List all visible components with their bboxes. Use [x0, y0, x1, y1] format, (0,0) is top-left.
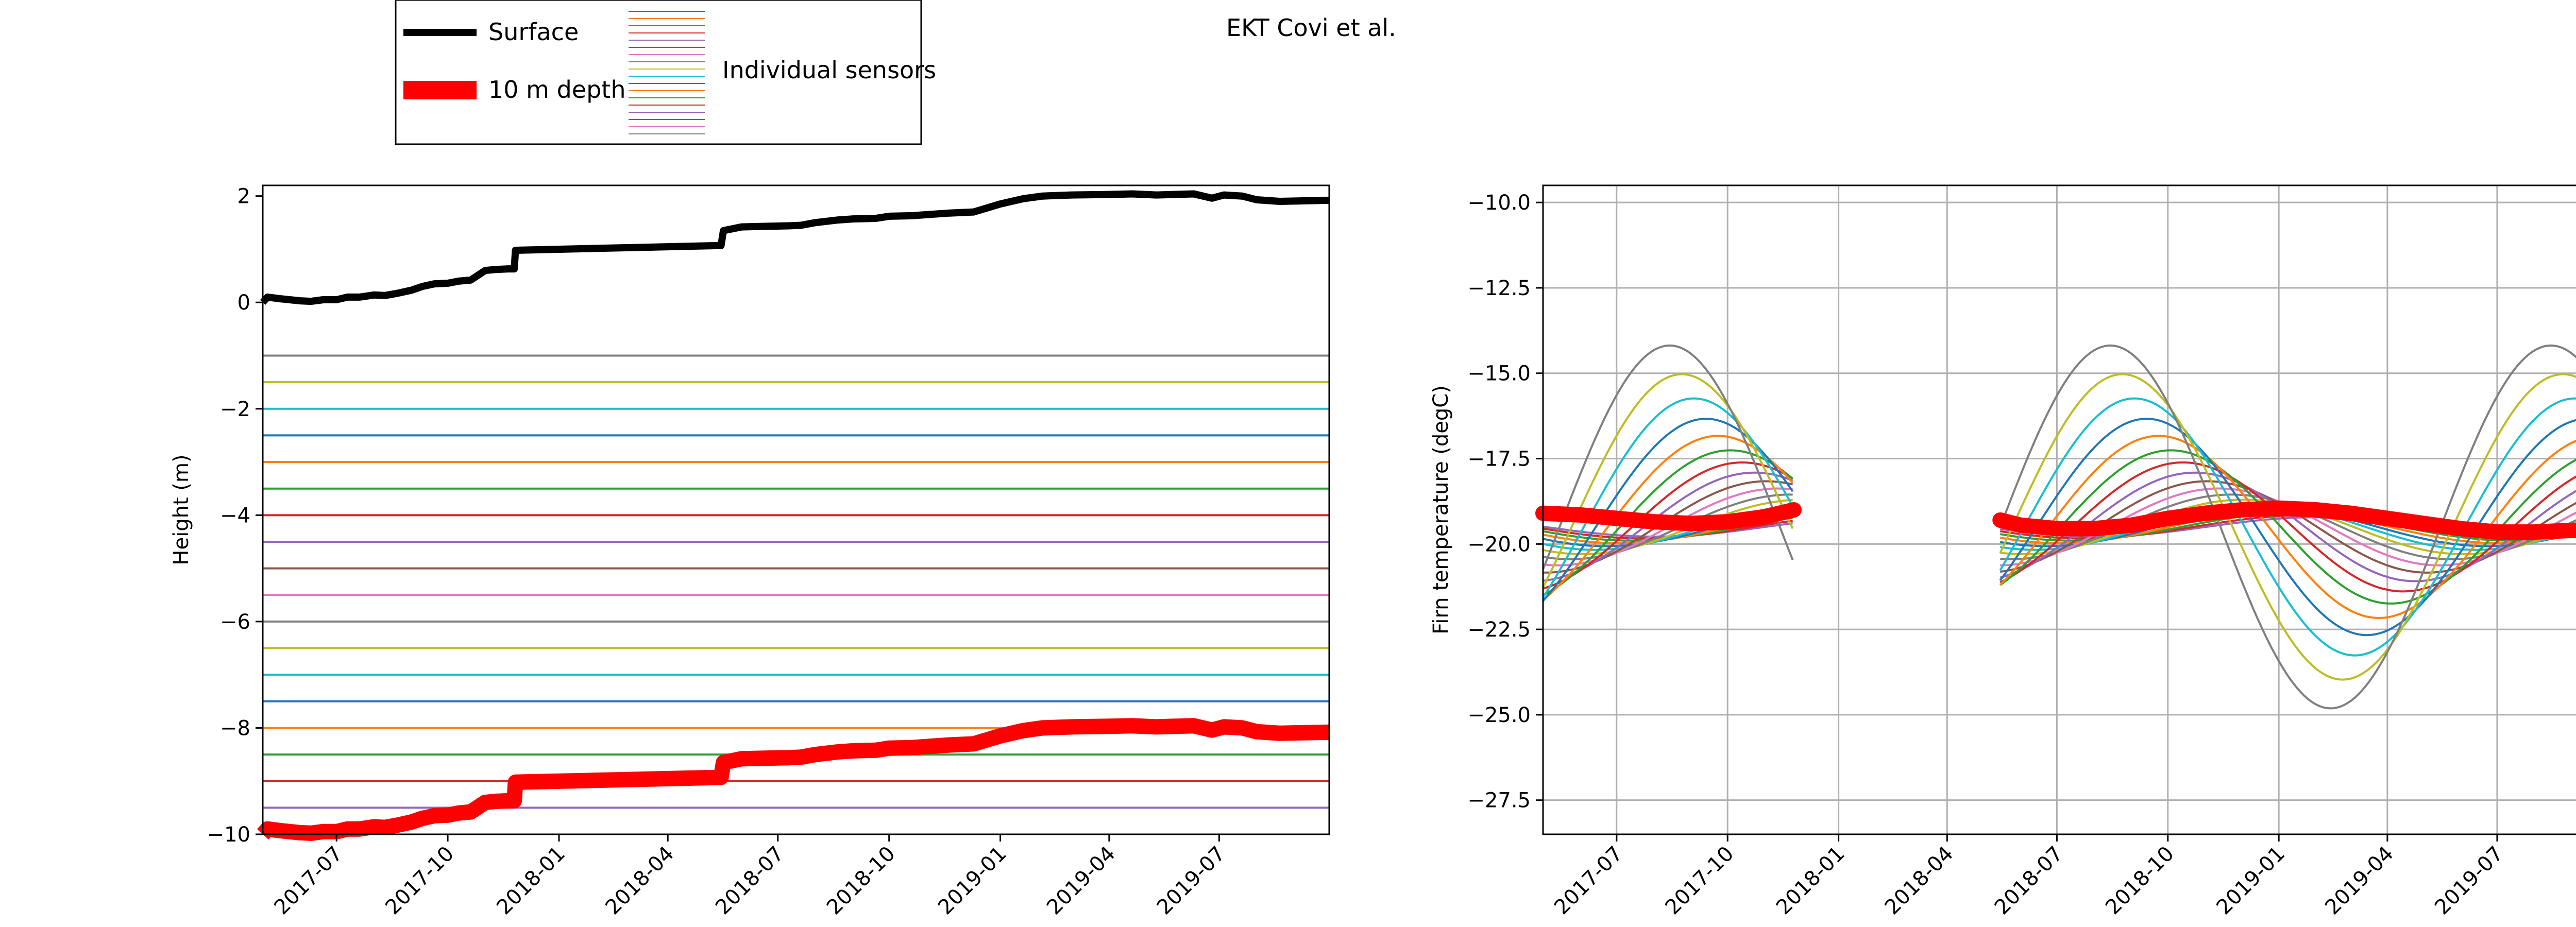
y-tick-label: −6: [220, 610, 250, 634]
legend-depth-label: 10 m depth: [488, 76, 625, 104]
height-chart-ylabel: Height (m): [170, 454, 193, 565]
legend-sensor-swatches: [629, 11, 705, 134]
y-tick-label: −10.0: [1467, 191, 1531, 215]
x-tick-label: 2018-04: [601, 842, 679, 920]
depth-10m-height-line: [257, 718, 1330, 841]
x-tick-label: 2019-07: [2430, 842, 2508, 920]
x-tick-label: 2019-04: [1042, 842, 1120, 920]
y-tick-label: −17.5: [1467, 448, 1531, 471]
legend-frame: [395, 0, 922, 145]
surface-height-line: [260, 190, 1330, 305]
x-tick-label: 2019-07: [1153, 842, 1230, 920]
temperature-chart-ylabel: Firn temperature (degC): [1429, 385, 1453, 634]
x-tick-label: 2018-04: [1880, 842, 1958, 920]
y-tick-label: −25.0: [1467, 703, 1531, 727]
height-chart: 2 0 −2 −4 −6 −8 −10 2017-07 2017-10 2018-01 2018-…: [170, 184, 1330, 919]
x-tick-label: 2018-07: [711, 842, 789, 920]
temperature-chart: −10.0 −12.5 −15.0 −17.5 −20.0 −22.5 −25.0 −27.5…: [1429, 184, 2576, 919]
height-chart-frame: [262, 184, 1330, 835]
height-chart-sensor-lines: [263, 354, 1329, 809]
y-tick-label: −4: [220, 504, 250, 527]
x-tick-label: 2017-10: [1661, 842, 1739, 920]
x-tick-label: 2017-07: [1550, 842, 1628, 920]
height-chart-series: [257, 190, 1330, 841]
y-tick-label: −12.5: [1467, 277, 1531, 300]
sensor-temperature-line: [1542, 397, 2576, 657]
x-tick-label: 2017-10: [381, 842, 459, 920]
y-tick-label: −27.5: [1467, 789, 1531, 813]
depth-10m-temperature-line: [1535, 500, 2576, 540]
x-tick-label: 2018-10: [822, 842, 900, 920]
legend: Surface 10 m depth Individual sensors: [395, 0, 936, 145]
y-tick-label: −2: [220, 398, 250, 421]
legend-sensors-label: Individual sensors: [722, 56, 936, 84]
x-tick-label: 2018-01: [492, 842, 570, 920]
y-tick-label: −10: [207, 823, 250, 847]
temperature-chart-frame: [1542, 184, 2576, 835]
height-chart-y-axis: 2 0 −2 −4 −6 −8 −10: [207, 185, 263, 847]
temperature-chart-series: [1535, 500, 2576, 540]
x-tick-label: 2019-04: [2320, 842, 2398, 920]
x-tick-label: 2018-10: [2101, 842, 2179, 920]
y-tick-label: −20.0: [1467, 533, 1531, 556]
temperature-chart-plot-area: [1543, 185, 2576, 834]
x-tick-label: 2018-07: [1990, 842, 2068, 920]
x-tick-label: 2019-01: [934, 842, 1011, 920]
temperature-chart-x-axis: 2017-07 2017-10 2018-01 2018-04 2018-07 2018-…: [1550, 834, 2508, 919]
temperature-chart-grid: [1543, 185, 2576, 834]
y-tick-label: −8: [220, 716, 250, 740]
x-tick-label: 2017-07: [270, 842, 348, 920]
y-tick-label: −22.5: [1467, 618, 1531, 642]
legend-surface-label: Surface: [488, 18, 579, 46]
x-tick-label: 2018-01: [1772, 842, 1850, 920]
sensor-temperature-line: [1542, 344, 2576, 710]
temperature-chart-y-axis: −10.0 −12.5 −15.0 −17.5 −20.0 −22.5 −25.0 −27.5: [1467, 191, 1543, 813]
figure-title: EKT Covi et al.: [1226, 14, 1396, 42]
y-tick-label: 2: [238, 185, 250, 209]
x-tick-label: 2019-01: [2212, 842, 2290, 920]
height-chart-x-axis: 2017-07 2017-10 2018-01 2018-04 2018-07 2018-…: [270, 834, 1230, 919]
sensor-temperature-line: [1542, 373, 2576, 681]
sensor-temperature-line: [1542, 435, 2576, 619]
y-tick-label: 0: [238, 291, 250, 315]
y-tick-label: −15.0: [1467, 362, 1531, 386]
